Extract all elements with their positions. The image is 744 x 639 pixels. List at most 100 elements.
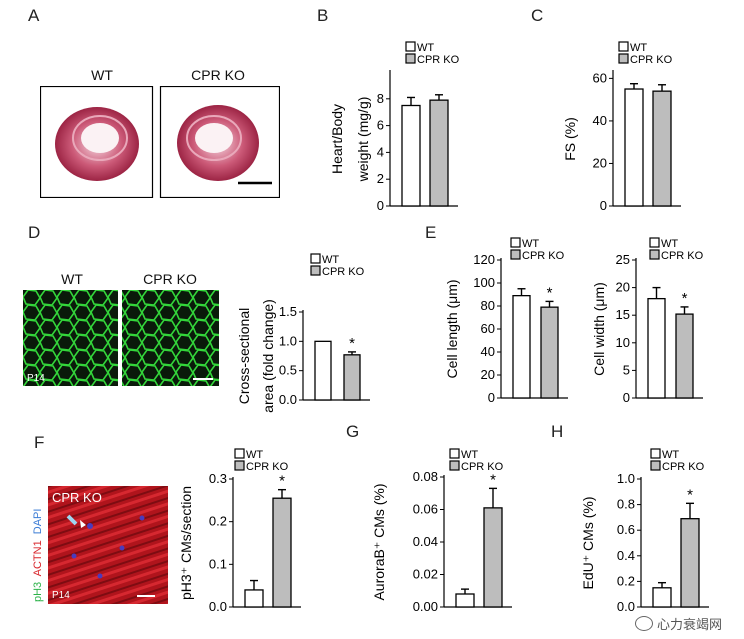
legend-ko-label: CPR KO bbox=[522, 250, 565, 262]
ph3-stain-label: pH3 bbox=[32, 582, 44, 602]
y-tick-label: 25 bbox=[616, 252, 630, 267]
panel-f-age-label: P14 bbox=[52, 590, 70, 601]
panel-d-ko-image bbox=[122, 290, 219, 386]
bar-wt bbox=[401, 104, 421, 207]
wechat-icon bbox=[634, 616, 653, 631]
bar-ko bbox=[272, 497, 292, 608]
legend-ko-label: CPR KO bbox=[630, 54, 673, 66]
bar-wt bbox=[512, 295, 531, 399]
panel-label-b: B bbox=[317, 6, 329, 25]
y-tick-label: 20 bbox=[481, 367, 495, 382]
y-axis-label: Heart/Body bbox=[329, 104, 345, 174]
legend-wt-swatch bbox=[449, 448, 460, 459]
wt-heart-lumen bbox=[81, 123, 119, 153]
y-tick-label: 4 bbox=[377, 144, 384, 159]
legend-ko-swatch bbox=[310, 265, 321, 276]
bar-ko bbox=[652, 90, 672, 207]
legend-ko-label: CPR KO bbox=[417, 54, 460, 66]
y-tick-label: 40 bbox=[481, 344, 495, 359]
ko-heart-lumen bbox=[195, 123, 233, 153]
bar-ko bbox=[680, 518, 700, 608]
panel-label-g: G bbox=[346, 422, 360, 441]
y-axis-label: FS (%) bbox=[562, 117, 578, 161]
legend-wt-label: WT bbox=[662, 449, 679, 461]
panel-label-d: D bbox=[28, 223, 41, 242]
y-axis-label: weight (mg/g) bbox=[355, 97, 371, 183]
panel-d-micrographs: P14 bbox=[23, 290, 219, 386]
y-tick-label: 100 bbox=[473, 275, 495, 290]
panel-label-h: H bbox=[551, 422, 564, 441]
significance-marker: * bbox=[490, 471, 496, 488]
legend-ko-swatch bbox=[449, 460, 460, 471]
y-tick-label: 0.0 bbox=[617, 599, 635, 614]
bar-ko bbox=[429, 99, 449, 207]
bar-wt bbox=[624, 88, 644, 207]
y-tick-label: 15 bbox=[616, 307, 630, 322]
legend-wt-swatch bbox=[618, 41, 629, 52]
y-tick-label: 0.0 bbox=[279, 392, 297, 407]
panel-label-c: C bbox=[531, 6, 544, 25]
panel-label-e: E bbox=[425, 223, 437, 242]
legend-wt-label: WT bbox=[246, 449, 263, 461]
y-tick-label: 2 bbox=[377, 171, 384, 186]
significance-marker: * bbox=[687, 486, 693, 503]
y-axis-label: EdU⁺ CMs (%) bbox=[580, 497, 596, 590]
legend-ko-swatch bbox=[234, 460, 245, 471]
y-tick-label: 6 bbox=[377, 118, 384, 133]
y-axis-label: Cell width (μm) bbox=[591, 282, 607, 376]
significance-marker: * bbox=[682, 290, 688, 307]
legend-wt-swatch bbox=[649, 237, 660, 248]
panel-label-f: F bbox=[34, 433, 45, 452]
y-tick-label: 0.2 bbox=[617, 573, 635, 588]
y-tick-label: 0.0 bbox=[209, 599, 227, 614]
legend-ko-label: CPR KO bbox=[662, 461, 705, 473]
legend-ko-swatch bbox=[405, 53, 416, 64]
panel-f-arrowhead bbox=[80, 520, 86, 528]
legend-wt-label: WT bbox=[522, 238, 539, 250]
bar-ko bbox=[483, 507, 503, 608]
legend-wt-swatch bbox=[405, 41, 416, 52]
y-tick-label: 1.0 bbox=[279, 333, 297, 348]
y-tick-label: 1.0 bbox=[617, 471, 635, 486]
dapi-stain-label: DAPI bbox=[32, 509, 44, 535]
bar-ko bbox=[675, 313, 694, 399]
y-tick-label: 0 bbox=[623, 390, 630, 405]
y-tick-label: 0.00 bbox=[413, 599, 438, 614]
y-tick-label: 0 bbox=[488, 390, 495, 405]
y-tick-label: 60 bbox=[481, 321, 495, 336]
y-axis-label: area (fold change) bbox=[260, 299, 276, 413]
legend-wt-label: WT bbox=[461, 449, 478, 461]
bar-wt bbox=[455, 593, 475, 608]
bar-ko bbox=[343, 354, 361, 401]
legend-ko-label: CPR KO bbox=[461, 461, 504, 473]
y-tick-label: 40 bbox=[593, 113, 607, 128]
legend-ko-swatch bbox=[649, 249, 660, 260]
legend-wt-label: WT bbox=[417, 42, 434, 54]
y-tick-label: 0.2 bbox=[209, 514, 227, 529]
y-tick-label: 0.02 bbox=[413, 567, 438, 582]
watermark-text: 心力衰竭网 bbox=[656, 617, 722, 632]
panel-d-ko-label: CPR KO bbox=[143, 271, 197, 287]
legend-wt-swatch bbox=[650, 448, 661, 459]
y-axis-label: Cell length (μm) bbox=[444, 279, 460, 378]
legend-wt-label: WT bbox=[661, 238, 678, 250]
y-tick-label: 20 bbox=[616, 280, 630, 295]
legend-ko-swatch bbox=[618, 53, 629, 64]
y-tick-label: 0.3 bbox=[209, 471, 227, 486]
bar-ko bbox=[540, 306, 559, 399]
y-tick-label: 0 bbox=[377, 198, 384, 213]
y-tick-label: 20 bbox=[593, 155, 607, 170]
legend-wt-label: WT bbox=[322, 254, 339, 266]
panel-label-a: A bbox=[28, 6, 40, 25]
bar-wt bbox=[244, 589, 264, 608]
y-tick-label: 60 bbox=[593, 70, 607, 85]
legend-ko-label: CPR KO bbox=[322, 266, 365, 278]
significance-marker: * bbox=[349, 335, 355, 352]
y-tick-label: 5 bbox=[623, 362, 630, 377]
y-tick-label: 0.6 bbox=[617, 522, 635, 537]
